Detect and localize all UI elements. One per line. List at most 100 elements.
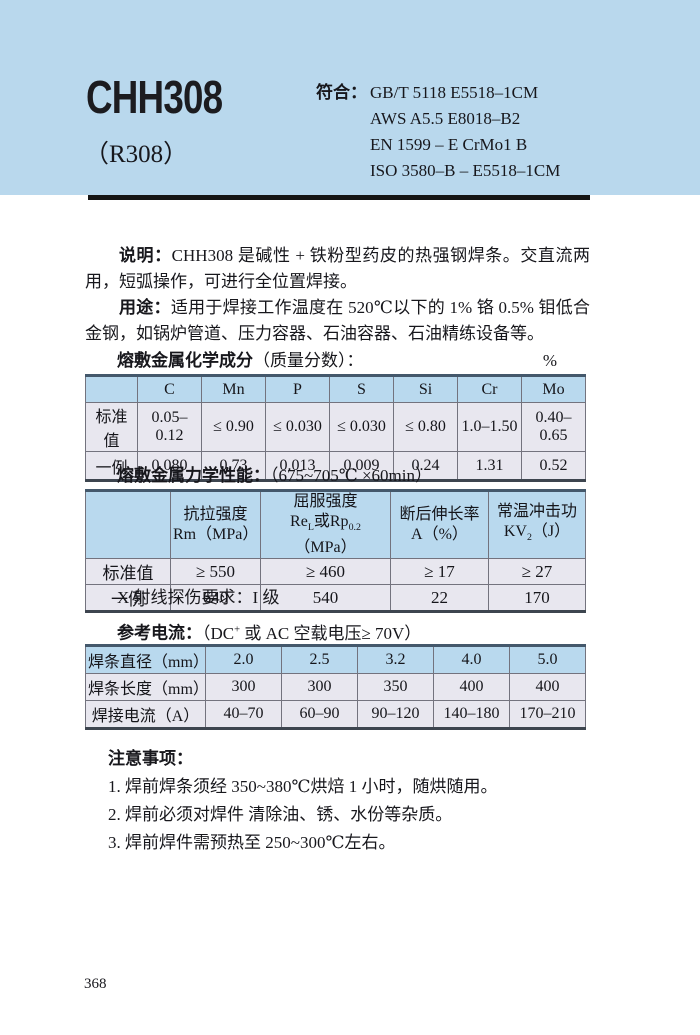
shuoming-paragraph: 说明：CHH308 是碱性 + 铁粉型药皮的热强钢焊条。交直流两用，短弧操作，可… [85, 243, 590, 295]
table-cell: 0.05–0.12 [137, 402, 202, 452]
table-cell: ≤ 0.90 [201, 402, 266, 452]
table-cell: 140–180 [433, 700, 510, 729]
table-cell: 640 [170, 584, 261, 613]
shuoming-text: CHH308 是碱性 + 铁粉型药皮的热强钢焊条。交直流两用，短弧操作，可进行全… [85, 246, 591, 291]
table-row: 焊条直径（mm） 2.0 2.5 3.2 4.0 5.0 [85, 645, 586, 674]
table-cell: ≤ 0.030 [329, 402, 394, 452]
table-cell: 0.009 [329, 451, 394, 481]
column-header: 屈服强度 ReL或Rp0.2（MPa） [260, 489, 391, 560]
table-row: 一例 0.080 0.73 0.013 0.009 0.24 1.31 0.52 [85, 451, 586, 481]
table-header-row: 抗拉强度 Rm（MPa） 屈服强度 ReL或Rp0.2（MPa） 断后伸长率 A（%… [85, 489, 586, 560]
table-cell: ≥ 460 [260, 558, 391, 586]
table-cell: 170–210 [509, 700, 586, 729]
column-header: S [329, 375, 394, 403]
reference-current-table: 焊条直径（mm） 2.0 2.5 3.2 4.0 5.0 焊条长度（mm） 300 300 350… [85, 644, 586, 730]
chemical-section-title: 熔敷金属化学成分（质量分数）： % [85, 351, 585, 371]
xray-requirement-note: X 射线探伤要求：I 级 [117, 588, 280, 607]
mechanical-properties-table: 抗拉强度 Rm（MPa） 屈服强度 ReL或Rp0.2（MPa） 断后伸长率 A（%… [85, 489, 586, 614]
table-cell: 0.73 [201, 451, 266, 481]
chemical-unit-percent: % [542, 351, 557, 370]
table-header-row: C Mn P S Si Cr Mo [85, 375, 586, 403]
note-item: 1. 焊前焊条须经 350~380℃烘焙 1 小时，随烘随用。 [108, 777, 498, 796]
chemical-title-label: 熔敷金属化学成分 [117, 351, 253, 370]
table-cell: 2.0 [205, 645, 282, 674]
current-title-note: （DC+ 或 AC 空载电压≥ 70V） [202, 623, 422, 643]
table-row: 标准值 0.05–0.12 ≤ 0.90 ≤ 0.030 ≤ 0.030 ≤ 0.80 1.… [85, 402, 586, 452]
notes-title: 注意事项： [108, 749, 193, 768]
table-cell: 0.080 [137, 451, 202, 481]
table-cell: ≥ 550 [170, 558, 261, 586]
table-cell: 0.52 [521, 451, 586, 481]
current-title-label: 参考电流： [117, 623, 202, 643]
table-row: 焊条长度（mm） 300 300 350 400 400 [85, 673, 586, 701]
row-label: 焊条长度（mm） [85, 673, 206, 701]
column-header: C [137, 375, 202, 403]
standards-list: GB/T 5118 E5518–1CM AWS A5.5 E8018–B2 EN… [370, 80, 560, 184]
mechanical-title-label: 熔敷金属力学性能： [117, 466, 270, 485]
table-cell: 0.40–0.65 [521, 402, 586, 452]
standards-block: 符合： GB/T 5118 E5518–1CM AWS A5.5 E8018–B… [316, 80, 560, 184]
standard-item: AWS A5.5 E8018–B2 [370, 109, 521, 128]
notes-block: 注意事项： 1. 焊前焊条须经 350~380℃烘焙 1 小时，随烘随用。 2.… [108, 745, 497, 857]
table-cell: 1.31 [457, 451, 522, 481]
yongtu-label: 用途： [119, 298, 171, 317]
chemical-composition-table: C Mn P S Si Cr Mo 标准值 0.05–0.12 ≤ 0.90 ≤ 0.030 ≤ 0.… [85, 374, 586, 482]
table-cell: 300 [281, 673, 358, 701]
yongtu-paragraph: 用途：适用于焊接工作温度在 520℃以下的 1% 铬 0.5% 钼低合金钢，如锅… [85, 295, 590, 347]
column-header: 断后伸长率 A（%） [390, 489, 489, 560]
table-cell: 0.24 [393, 451, 458, 481]
standard-item: ISO 3580–B – E5518–1CM [370, 161, 561, 180]
row-label: 焊条直径（mm） [85, 645, 206, 674]
table-cell: 2.5 [281, 645, 358, 674]
current-section-title: 参考电流：（DC+ 或 AC 空载电压≥ 70V） [85, 620, 585, 644]
table-cell: 170 [488, 584, 586, 613]
column-header: 常温冲击功 KV2（J） [488, 489, 586, 560]
product-model-title: CHH308 [86, 71, 223, 123]
standards-label: 符合： [316, 83, 367, 102]
row-label: 焊接电流（A） [85, 700, 206, 729]
table-cell: 22 [390, 584, 489, 613]
table-cell: 1.0–1.50 [457, 402, 522, 452]
column-header: Si [393, 375, 458, 403]
page-number: 368 [84, 976, 107, 992]
mechanical-title-note: （675~705℃ ×60min） [270, 466, 432, 485]
column-header [85, 375, 138, 403]
row-label: 一例 [85, 451, 138, 481]
standard-item: EN 1599 – E CrMo1 B [370, 135, 528, 154]
table-cell: ≤ 0.030 [265, 402, 330, 452]
column-header: Cr [457, 375, 522, 403]
mechanical-section-title: 熔敷金属力学性能：（675~705℃ ×60min） [85, 466, 585, 486]
note-item: 2. 焊前必须对焊件 清除油、锈、水份等杂质。 [108, 805, 453, 824]
standard-item: GB/T 5118 E5518–1CM [370, 83, 539, 102]
column-header: Mo [521, 375, 586, 403]
row-label: 标准值 [85, 402, 138, 452]
chemical-title-note: （质量分数）： [253, 351, 364, 370]
table-cell: 90–120 [357, 700, 434, 729]
table-cell: ≥ 27 [488, 558, 586, 586]
table-cell: 300 [205, 673, 282, 701]
table-cell: ≤ 0.80 [393, 402, 458, 452]
description-block: 说明：CHH308 是碱性 + 铁粉型药皮的热强钢焊条。交直流两用，短弧操作，可… [85, 243, 590, 347]
table-cell: 350 [357, 673, 434, 701]
product-alt-model: （R308） [84, 141, 189, 168]
shuoming-label: 说明： [119, 246, 172, 265]
header-divider-rule [88, 195, 590, 200]
yongtu-text: 适用于焊接工作温度在 520℃以下的 1% 铬 0.5% 钼低合金钢，如锅炉管道… [85, 298, 590, 343]
table-cell: 40–70 [205, 700, 282, 729]
table-cell: 400 [509, 673, 586, 701]
row-label: 标准值 [85, 558, 171, 586]
header-block: CHH308 （R308） 符合： GB/T 5118 E5518–1CM AW… [0, 0, 700, 195]
table-cell: 60–90 [281, 700, 358, 729]
row-label: 一例 [85, 584, 171, 613]
table-cell: 400 [433, 673, 510, 701]
table-row: 焊接电流（A） 40–70 60–90 90–120 140–180 170–210 [85, 700, 586, 729]
table-row: 一例 640 540 22 170 [85, 584, 586, 613]
table-cell: 5.0 [509, 645, 586, 674]
table-cell: 0.013 [265, 451, 330, 481]
column-header: Mn [201, 375, 266, 403]
table-cell: 4.0 [433, 645, 510, 674]
table-cell: 3.2 [357, 645, 434, 674]
table-row: 标准值 ≥ 550 ≥ 460 ≥ 17 ≥ 27 [85, 558, 586, 586]
table-cell: 540 [260, 584, 391, 613]
